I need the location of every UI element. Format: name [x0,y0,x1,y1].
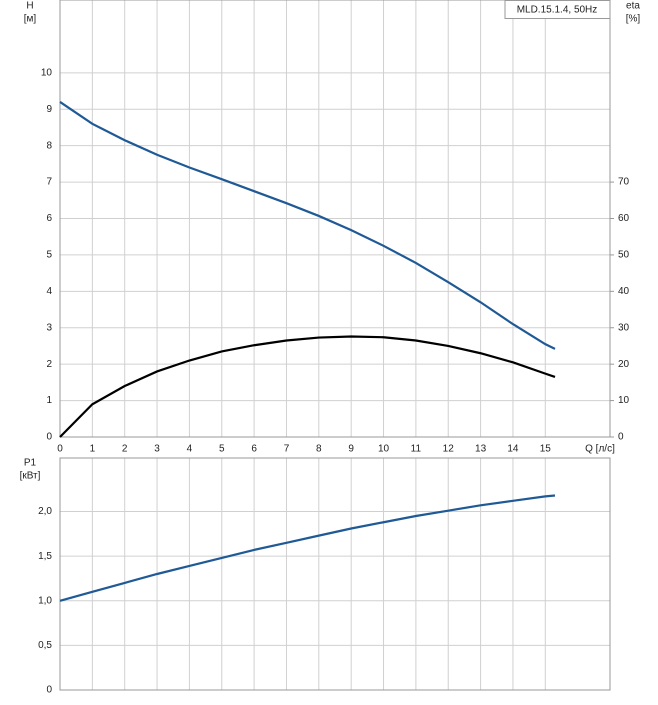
x-tick-label: 12 [443,444,455,455]
y2-tick-label: 20 [618,359,630,370]
y-tick-label: 1,5 [38,551,52,562]
x-tick-label: 8 [316,444,322,455]
y2-tick-label: 60 [618,213,630,224]
x-tick-label: 4 [187,444,193,455]
plot-frame [59,457,611,691]
y-unit: [м] [24,14,37,25]
y2-tick-label: 70 [618,177,630,188]
y-label: H [26,1,33,12]
y-tick-label: 2 [46,359,52,370]
x-tick-label: 6 [251,444,257,455]
y-tick-label: 0 [46,685,52,696]
y-tick-label: 5 [46,250,52,261]
y2-tick-label: 50 [618,250,630,261]
y-tick-label: 4 [46,286,52,297]
x-tick-label: 2 [122,444,128,455]
series-line [59,335,556,438]
y2-tick-label: 40 [618,286,630,297]
y-label: P1 [24,458,37,469]
y-tick-label: 7 [46,177,52,188]
legend-title: MLD.15.1.4, 50Hz [517,5,598,16]
y2-unit: [%] [626,14,641,25]
y2-tick-label: 0 [618,432,624,443]
x-tick-label: 5 [219,444,225,455]
series-line [59,101,556,350]
y2-tick-label: 10 [618,395,630,406]
x-label: Q [л/с] [585,444,615,455]
x-tick-label: 13 [475,444,487,455]
y-tick-label: 2,0 [38,506,52,517]
y-tick-label: 1 [46,395,52,406]
y-tick-label: 6 [46,213,52,224]
x-tick-label: 3 [154,444,160,455]
y-tick-label: 0,5 [38,640,52,651]
plot-frame [59,0,611,438]
y-tick-label: 9 [46,104,52,115]
y-unit: [кВт] [20,471,41,482]
y-tick-label: 3 [46,322,52,333]
legend-box [504,0,611,19]
y2-tick-label: 30 [618,322,630,333]
x-tick-label: 7 [284,444,290,455]
series-line [59,494,556,602]
y2-label: eta [626,1,640,12]
x-tick-label: 11 [411,444,422,455]
y-tick-label: 1,0 [38,595,52,606]
x-tick-label: 1 [90,444,96,455]
x-tick-label: 15 [540,444,552,455]
x-tick-label: 0 [57,444,63,455]
x-tick-label: 14 [507,444,519,455]
y-tick-label: 10 [41,67,53,78]
y-tick-label: 0 [46,432,52,443]
y-tick-label: 8 [46,140,52,151]
x-tick-label: 9 [348,444,354,455]
x-tick-label: 10 [378,444,390,455]
